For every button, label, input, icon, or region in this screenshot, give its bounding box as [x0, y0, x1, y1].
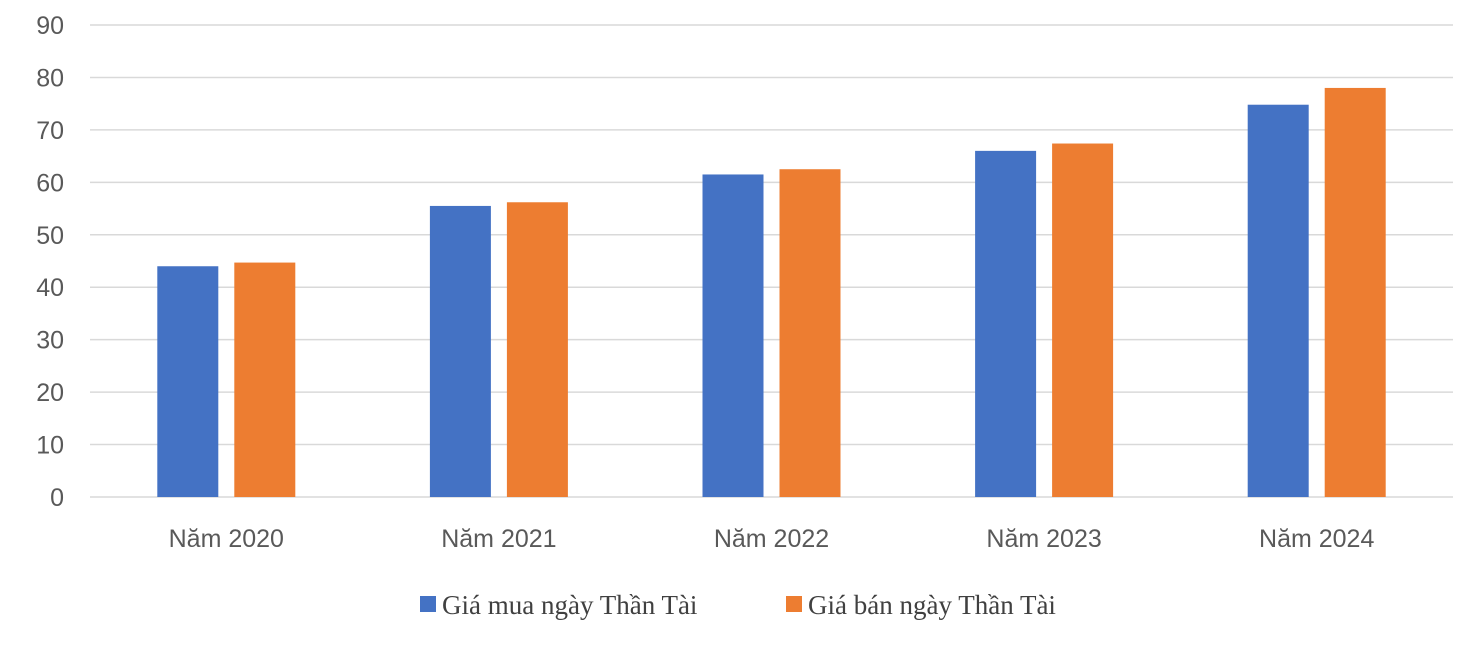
bar-gia-ban-2: [506, 202, 568, 498]
x-category-label: Năm 2020: [169, 525, 284, 553]
y-tick-label: 70: [36, 117, 64, 145]
bar-gia-mua-3: [702, 174, 764, 497]
legend-label: Giá mua ngày Thần Tài: [442, 590, 697, 620]
y-tick-label: 30: [36, 327, 64, 355]
x-category-label: Năm 2022: [714, 525, 829, 553]
y-tick-label: 80: [36, 64, 64, 92]
x-category-label: Năm 2023: [986, 525, 1101, 553]
legend-swatch: [420, 596, 436, 612]
bar-gia-mua-4: [975, 150, 1037, 497]
bar-gia-ban-3: [779, 169, 841, 497]
y-tick-label: 50: [36, 222, 64, 250]
y-tick-label: 60: [36, 169, 64, 197]
y-tick-label: 10: [36, 432, 64, 460]
bar-gia-mua-5: [1247, 104, 1309, 498]
y-axis-tick-labels: 0 10 20 30 40 50 60 70 80 90: [36, 12, 64, 512]
gridlines: [90, 24, 1453, 498]
bar-gia-mua-1: [157, 266, 219, 497]
y-tick-label: 20: [36, 379, 64, 407]
legend-swatch: [786, 596, 802, 612]
y-tick-label: 0: [50, 484, 64, 512]
bar-gia-ban-4: [1052, 143, 1114, 497]
bar-gia-ban-1: [234, 262, 296, 497]
x-category-label: Năm 2024: [1259, 525, 1374, 553]
x-axis-category-labels: Năm 2020 Năm 2021 Năm 2022 Năm 2023 Năm 2024: [169, 525, 1375, 553]
x-category-label: Năm 2021: [441, 525, 556, 553]
bars: [157, 87, 1386, 498]
bar-gia-ban-5: [1324, 87, 1386, 497]
bar-gia-mua-2: [429, 205, 491, 497]
legend-label: Giá bán ngày Thần Tài: [808, 590, 1056, 620]
legend: Giá mua ngày Thần Tài Giá bán ngày Thần T…: [420, 590, 1056, 620]
y-tick-label: 40: [36, 274, 64, 302]
y-tick-label: 90: [36, 12, 64, 40]
